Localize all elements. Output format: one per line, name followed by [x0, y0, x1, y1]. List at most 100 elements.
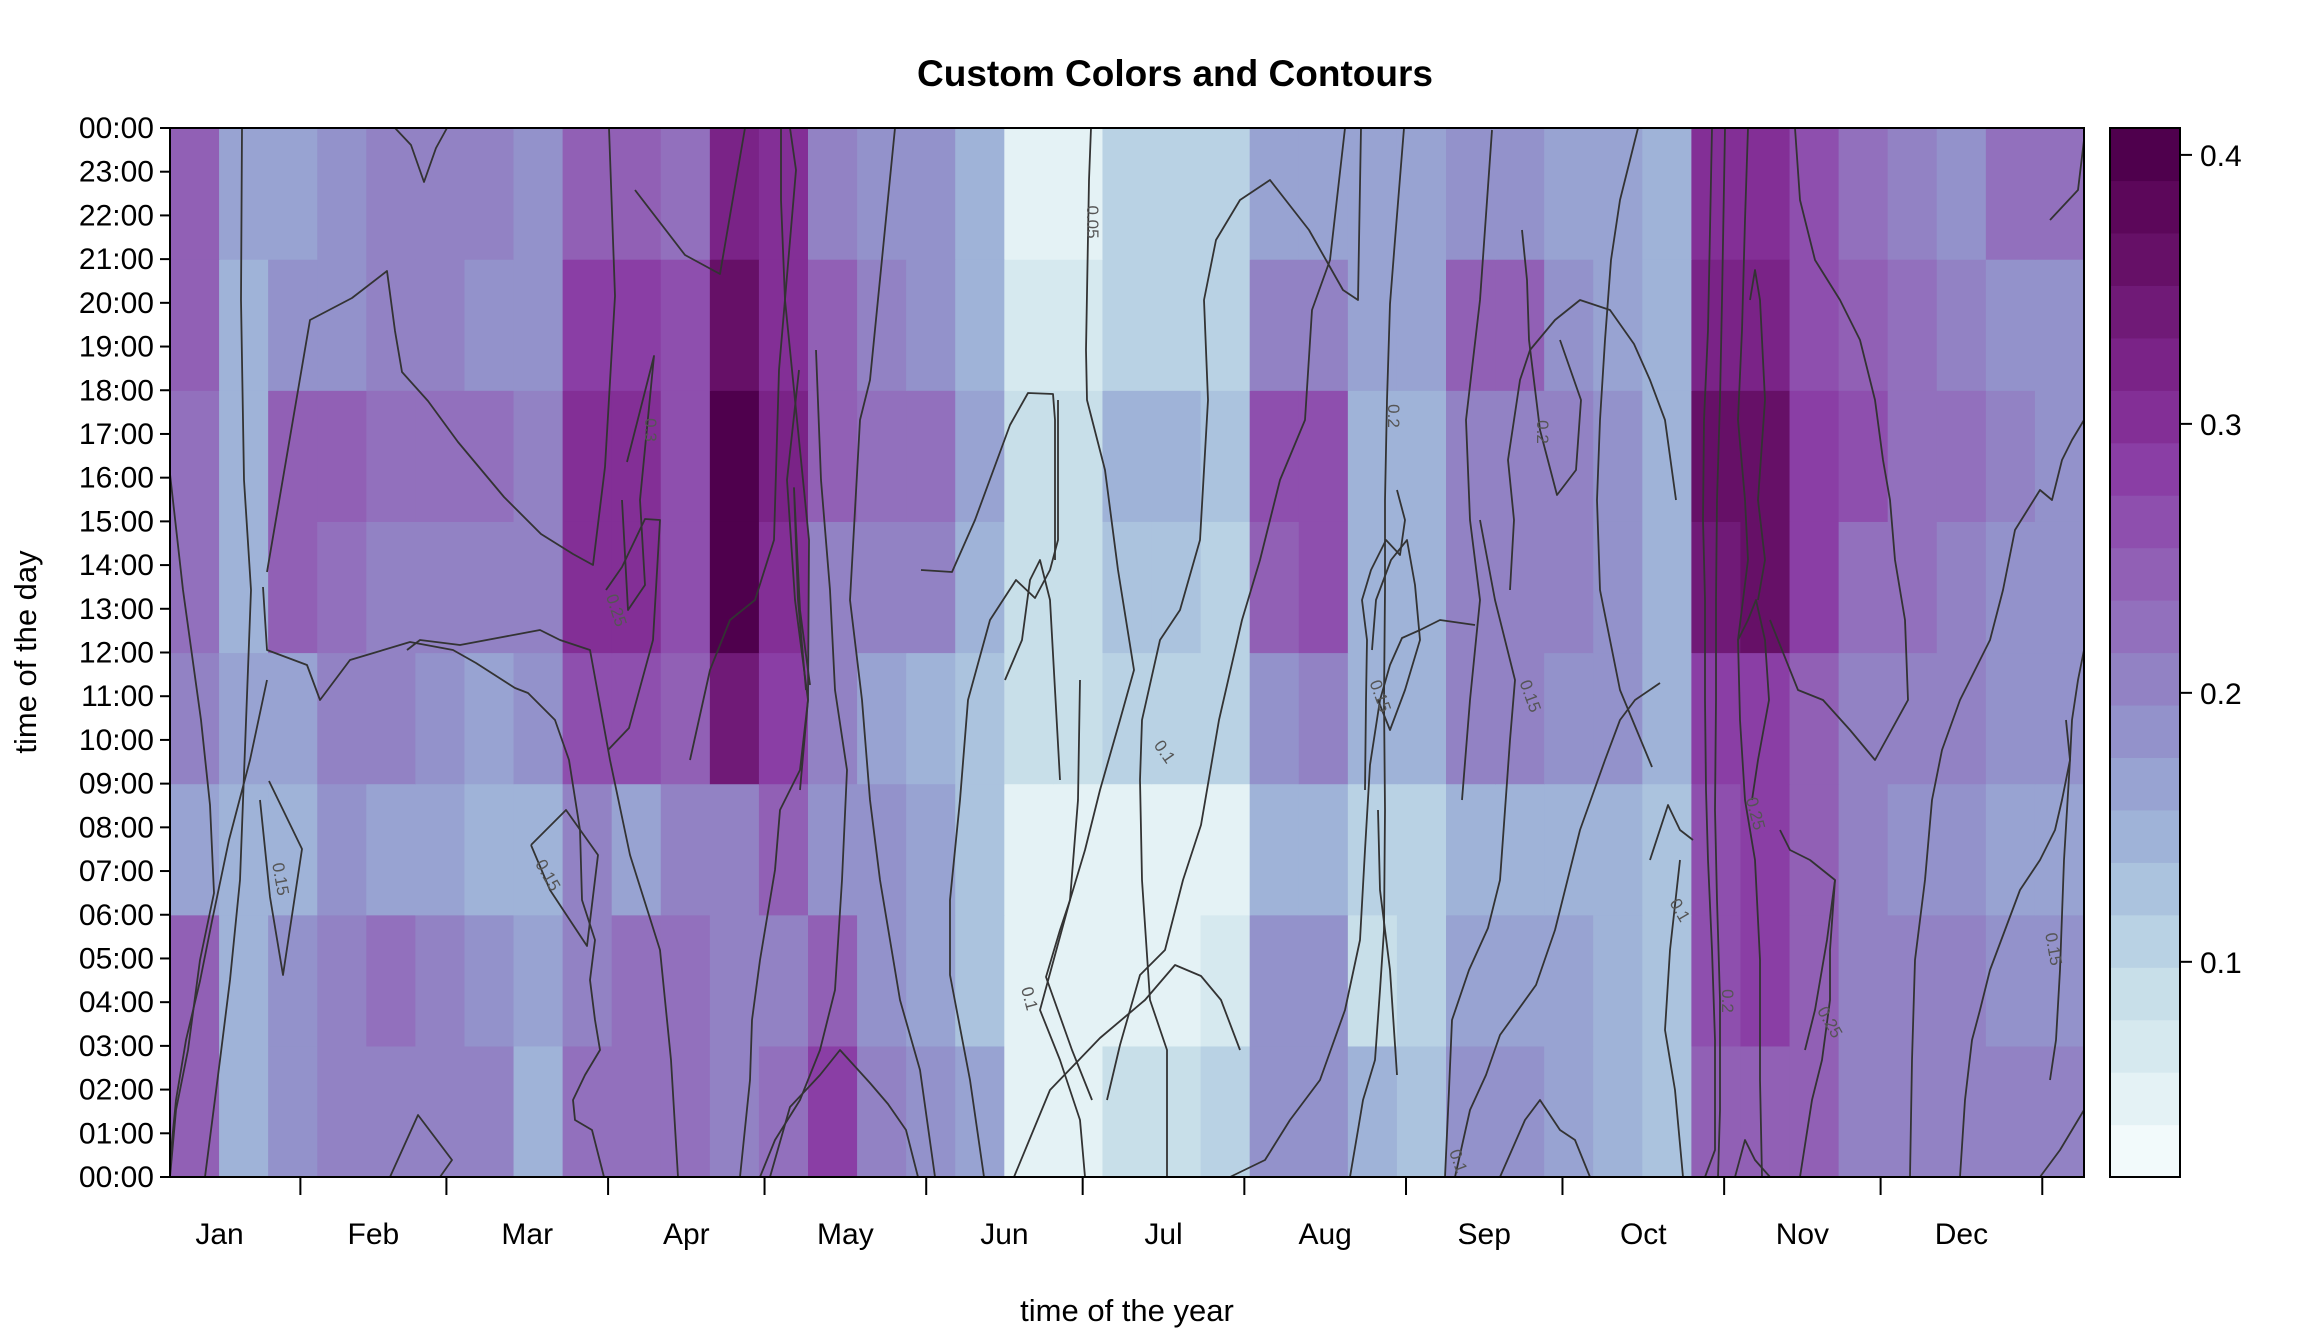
heatmap-cell — [1544, 914, 1594, 1047]
heatmap-cell — [1789, 259, 1840, 391]
contour-line — [949, 400, 1059, 1178]
contour-line — [1013, 964, 1241, 1178]
heatmap-cell — [268, 652, 318, 785]
y-tick-label: 09:00 — [79, 768, 154, 801]
legend-tick-label: 0.2 — [2200, 678, 2242, 711]
heatmap-cell — [513, 1045, 564, 1178]
contour-label: 0.2 — [1533, 420, 1552, 444]
heatmap-cell — [513, 259, 564, 391]
contour-line — [389, 1114, 453, 1178]
y-tick-label: 11:00 — [81, 680, 154, 713]
heatmap-cell — [1593, 259, 1643, 391]
heatmap-cell — [1887, 259, 1938, 391]
contour-line — [1045, 679, 1093, 1101]
heatmap-cell — [1249, 128, 1300, 260]
heatmap-cell — [317, 521, 367, 654]
heatmap-cell — [1593, 128, 1643, 260]
heatmap-cell — [1347, 390, 1398, 522]
heatmap-cell — [464, 914, 515, 1047]
heatmap-cell — [709, 1045, 760, 1178]
heatmap-cell — [1593, 390, 1643, 522]
heatmap-cell — [366, 521, 416, 654]
heatmap-cell — [1396, 128, 1447, 260]
heatmap-cell — [415, 652, 466, 785]
heatmap-cell — [268, 390, 318, 522]
x-tick-label: Jan — [195, 1218, 243, 1251]
heatmap-cell — [1985, 521, 2036, 654]
heatmap-cell — [808, 390, 858, 522]
heatmap-cell — [1053, 128, 1104, 260]
heatmap-cell — [1004, 652, 1054, 785]
heatmap-cell — [1102, 783, 1153, 916]
heatmap-cell — [1396, 390, 1447, 522]
contour-line — [849, 127, 936, 1178]
heatmap-cell — [2034, 521, 2085, 654]
legend-swatch — [2110, 600, 2180, 654]
heatmap-cell — [1789, 521, 1840, 654]
x-tick-label: Jun — [980, 1218, 1028, 1251]
heatmap-cell — [1936, 521, 1987, 654]
y-tick-label: 19:00 — [79, 331, 154, 364]
heatmap-cell — [857, 521, 907, 654]
heatmap-cell — [1642, 259, 1692, 391]
y-tick-label: 07:00 — [79, 855, 154, 888]
contour-line — [1349, 127, 1405, 1178]
heatmap-cell — [1789, 652, 1840, 785]
heatmap-cell — [808, 1045, 858, 1178]
heatmap-cell — [1249, 521, 1300, 654]
heatmap-cell — [1740, 783, 1791, 916]
heatmap-cell — [906, 390, 956, 522]
heatmap-cell — [268, 521, 318, 654]
heatmap-cell — [1053, 259, 1104, 391]
color-legend: 0.1 0.2 0.3 0.4 — [2109, 127, 2242, 1178]
contour-line — [262, 586, 605, 1178]
heatmap-cell — [1544, 390, 1594, 522]
heatmap-cell — [906, 1045, 956, 1178]
heatmap-cell — [415, 259, 466, 391]
contour-line — [1004, 559, 1061, 781]
contour-line — [1461, 129, 1493, 801]
legend-swatch — [2110, 547, 2180, 601]
heatmap-cell — [562, 783, 613, 916]
heatmap-cell — [1985, 914, 2036, 1047]
heatmap-cell — [808, 128, 858, 260]
contour-line — [1361, 489, 1406, 791]
heatmap-cell — [513, 783, 564, 916]
y-tick-label: 15:00 — [79, 505, 154, 538]
heatmap-cell — [1298, 783, 1349, 916]
heatmap-cell — [1789, 1045, 1840, 1178]
heatmap-cell — [906, 259, 956, 391]
x-tick-label: Jul — [1144, 1218, 1182, 1251]
legend-frame — [2109, 127, 2181, 1178]
y-tick-label: 16:00 — [79, 462, 154, 495]
heatmap-cell — [415, 128, 466, 260]
heatmap-cell — [660, 652, 711, 785]
x-tick-label: Oct — [1620, 1218, 1667, 1251]
heatmap-cell — [1691, 1045, 1742, 1178]
contour-line — [1106, 127, 1346, 1101]
heatmap-cell — [464, 259, 515, 391]
heatmap-cell — [1495, 128, 1545, 260]
y-tick-label: 01:00 — [79, 1117, 154, 1150]
y-axis: 00:00 01:00 02:00 03:00 04:00 05:00 06:00 07:00… — [79, 112, 170, 1194]
heatmap-cell — [1151, 259, 1202, 391]
heatmap-cell — [415, 783, 466, 916]
contour-line — [1371, 539, 1421, 731]
contour-line — [1769, 127, 1909, 761]
heatmap-cell — [513, 390, 564, 522]
heatmap-cell — [1642, 652, 1692, 785]
heatmap-cell — [268, 259, 318, 391]
heatmap-cell — [857, 1045, 907, 1178]
heatmap-cell — [709, 390, 760, 522]
heatmap-cell — [857, 390, 907, 522]
contour-line — [1139, 127, 1362, 1177]
heatmap-cell — [562, 259, 613, 391]
heatmap-cell — [1298, 652, 1349, 785]
heatmap-cell — [1102, 1045, 1153, 1178]
legend-tick-label: 0.3 — [2200, 409, 2242, 442]
heatmap-cell — [1838, 652, 1889, 785]
heatmap-cell — [1936, 128, 1987, 260]
heatmap-cell — [1102, 259, 1153, 391]
heatmap-cell — [2034, 1045, 2085, 1178]
